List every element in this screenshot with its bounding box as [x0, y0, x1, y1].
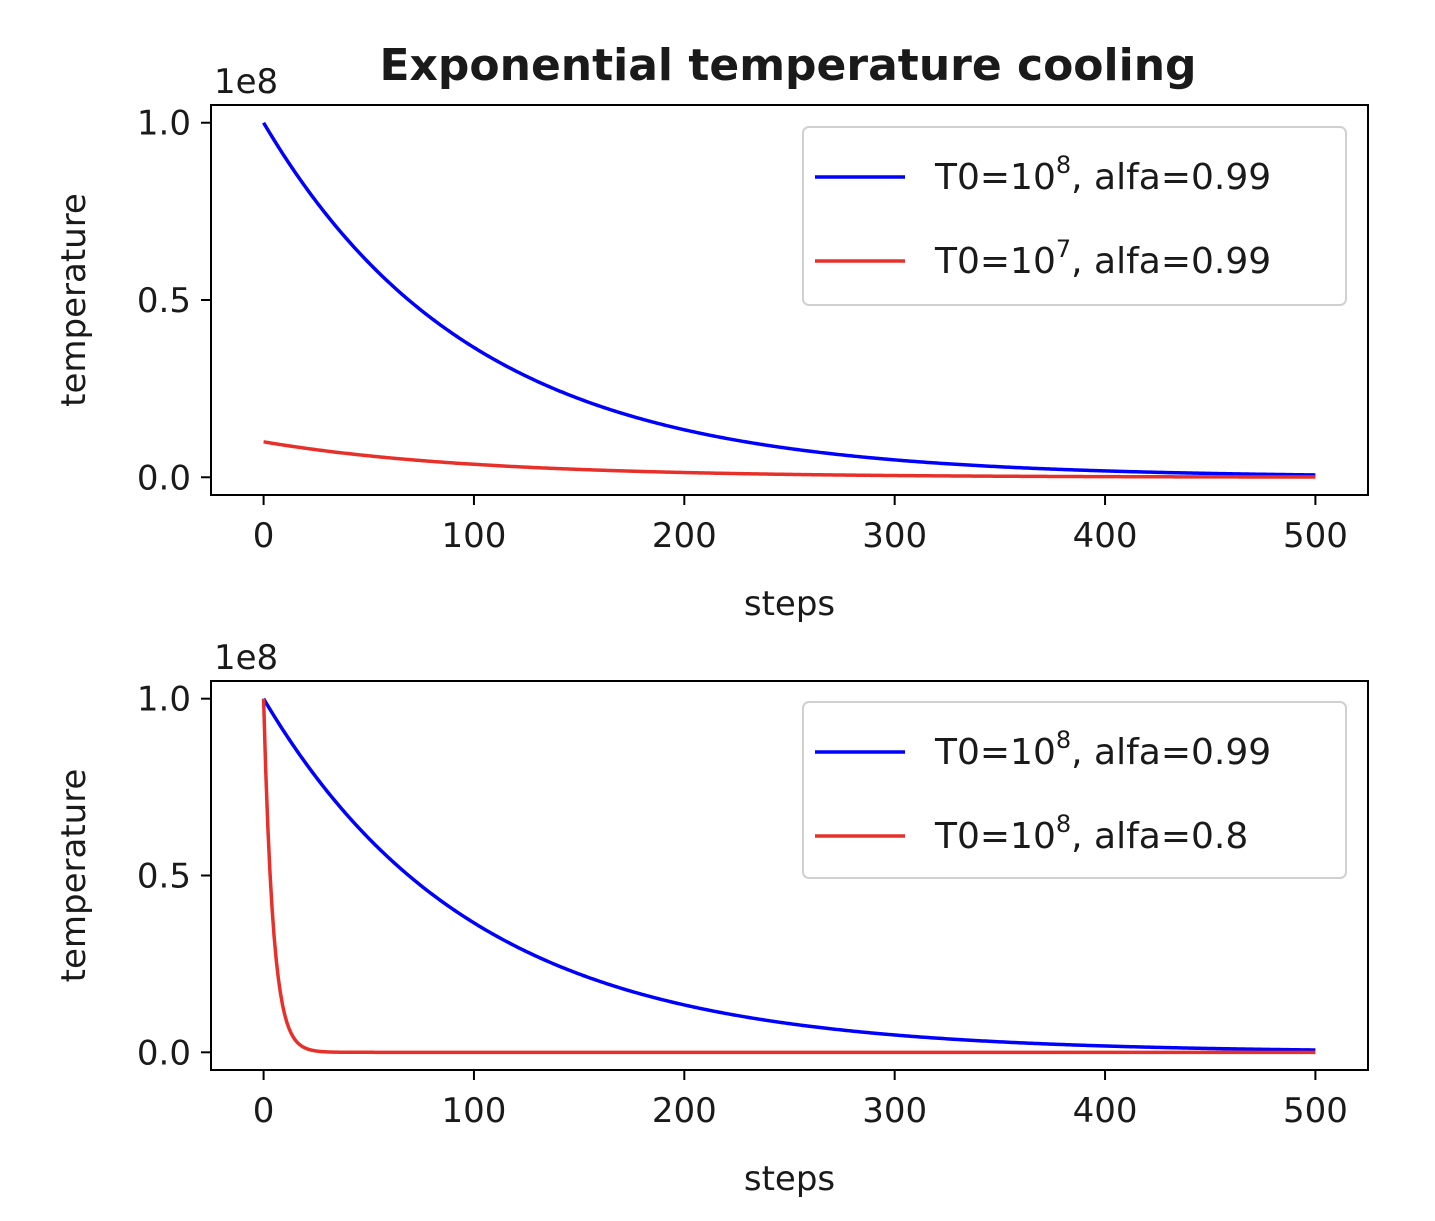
x-axis-label: steps	[744, 1159, 835, 1199]
y-offset-text: 1e8	[214, 62, 278, 102]
series-line-2	[263, 440, 1316, 479]
y-tick-label: 1.0	[137, 104, 191, 144]
legend-box	[802, 126, 1347, 306]
x-tick-label: 500	[1283, 516, 1348, 556]
x-axis-label: steps	[744, 584, 835, 624]
legend-label-1: T0=108, alfa=0.99	[934, 151, 1271, 198]
subplot-1: 0 100 200 300 400 500 0.0 0.5 1.0 1e8 steps tempera…	[54, 62, 1369, 624]
subplot-2: 0 100 200 300 400 500 0.0 0.5 1.0 1e8 steps tempera…	[54, 638, 1369, 1199]
y-offset-text: 1e8	[214, 638, 278, 678]
x-tick-label: 200	[652, 1091, 717, 1131]
x-tick-label: 500	[1283, 1091, 1348, 1131]
x-tick-label: 400	[1073, 1091, 1138, 1131]
x-tick-label: 200	[652, 516, 717, 556]
x-tick-label: 400	[1073, 516, 1138, 556]
series-line-1	[262, 121, 1316, 477]
y-tick-label: 0.0	[137, 458, 191, 498]
y-tick-label: 1.0	[137, 680, 191, 720]
x-tick-label: 300	[862, 516, 927, 556]
series-line-2	[261, 698, 1316, 1055]
y-tick-label: 0.5	[137, 857, 191, 897]
legend: T0=108, alfa=0.99 T0=108, alfa=0.8	[802, 701, 1347, 879]
plots: 0 100 200 300 400 500 0.0 0.5 1.0 1e8 steps tempera…	[54, 62, 1369, 1199]
y-tick-label: 0.5	[137, 281, 191, 321]
figure-title: Exponential temperature cooling	[379, 40, 1196, 91]
legend-label-2: T0=108, alfa=0.8	[934, 810, 1248, 857]
legend-label-1: T0=108, alfa=0.99	[934, 726, 1271, 773]
series-line-1	[262, 697, 1316, 1052]
legend: T0=108, alfa=0.99 T0=107, alfa=0.99	[802, 126, 1347, 306]
x-tick-label: 100	[442, 516, 507, 556]
x-tick-label: 0	[253, 1091, 275, 1131]
y-axis-label: temperature	[54, 193, 94, 407]
x-tick-label: 0	[253, 516, 275, 556]
x-tick-label: 300	[862, 1091, 927, 1131]
x-tick-label: 100	[442, 1091, 507, 1131]
y-tick-label: 0.0	[137, 1033, 191, 1073]
y-axis-label: temperature	[54, 769, 94, 983]
legend-label-2: T0=107, alfa=0.99	[934, 235, 1271, 282]
legend-box	[802, 701, 1347, 879]
